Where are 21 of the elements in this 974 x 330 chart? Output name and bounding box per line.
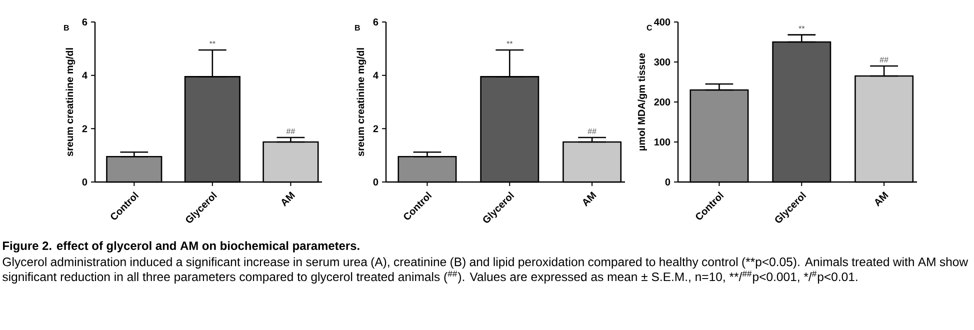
y-axis-title: µmol MDA/gm tissue [638, 53, 648, 150]
text: Figure 2. effect of glycerol and AM on biochemical parameters. [3, 241, 360, 252]
y-tick-label: 0 [665, 178, 670, 186]
y-tick-label: 0 [82, 178, 88, 186]
y-axis-title: sreum creatinine mg/dl [66, 48, 76, 156]
y-axis-title: sreum creatinine mg/dl [356, 48, 366, 156]
x-tick-label: AM [282, 191, 296, 207]
y-tick-label: 4 [82, 72, 88, 79]
x-tick-label: AM [583, 191, 596, 207]
y-tick-label: 300 [654, 58, 670, 66]
x-tick-label: AM [875, 191, 888, 207]
y-tick-label: 2 [373, 125, 378, 132]
y-tick-label: 200 [654, 98, 670, 106]
y-tick-label: 6 [373, 18, 378, 26]
y-tick-label: 6 [82, 18, 88, 26]
y-tick-label: 400 [654, 18, 670, 26]
y-tick-label: 4 [373, 72, 378, 79]
y-tick-label: 2 [82, 125, 88, 132]
y-tick-label: 100 [654, 138, 670, 146]
y-tick-label: 0 [373, 178, 378, 186]
text: Glycerol administration induced a significant increase in serum urea (A), creatinine (B) and lipid peroxidation compared to healthy control (**p<0.05). Animals treated with AM show significant reduction in all three parameters compared to glycerol treated animals ($^{##}$). Values are expressed as mean ± S.E.M., n=10, **/$^{##}$p<0.001, */$^{#}$p<0.01. [2, 257, 968, 284]
